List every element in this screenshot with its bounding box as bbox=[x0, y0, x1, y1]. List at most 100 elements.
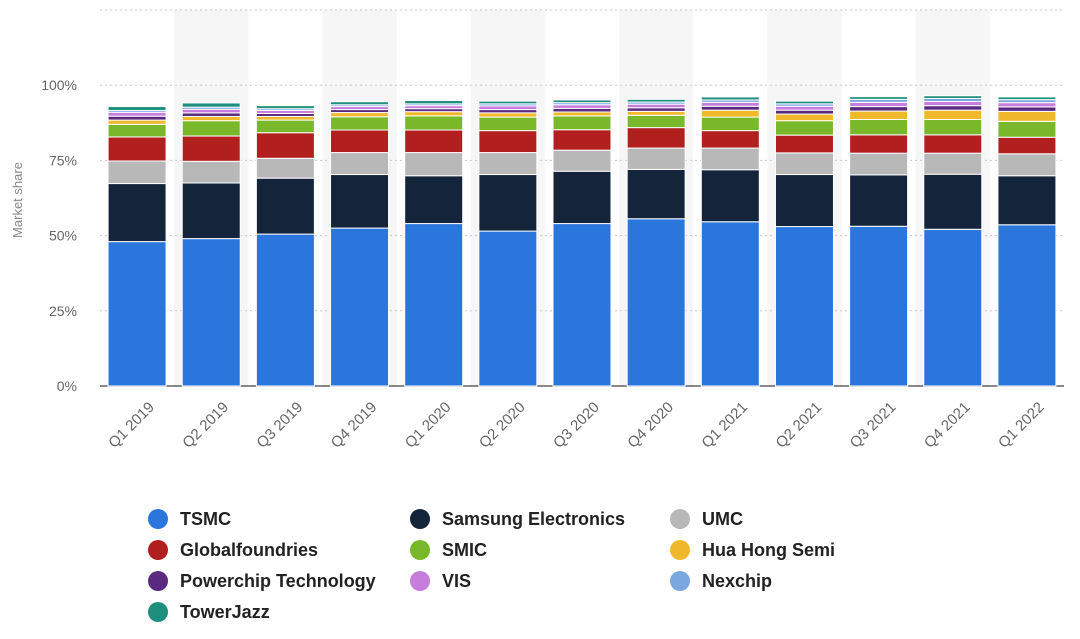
bar-segment[interactable] bbox=[849, 96, 909, 100]
bar-segment[interactable] bbox=[181, 112, 241, 117]
bar-segment[interactable] bbox=[255, 177, 315, 235]
bar-segment[interactable] bbox=[107, 111, 167, 117]
bar-segment[interactable] bbox=[923, 109, 983, 120]
bar-segment[interactable] bbox=[923, 173, 983, 230]
legend-item[interactable]: TowerJazz bbox=[148, 599, 270, 625]
bar-segment[interactable] bbox=[478, 174, 538, 232]
bar-segment[interactable] bbox=[923, 100, 983, 107]
bar-segment[interactable] bbox=[700, 147, 760, 171]
bar-segment[interactable] bbox=[478, 116, 538, 132]
bar-segment[interactable] bbox=[552, 223, 612, 387]
bar-segment[interactable] bbox=[330, 174, 390, 229]
bar-segment[interactable] bbox=[404, 115, 464, 131]
bar-segment[interactable] bbox=[181, 102, 241, 108]
bar-segment[interactable] bbox=[181, 160, 241, 184]
bar-segment[interactable] bbox=[997, 120, 1057, 138]
bar-segment[interactable] bbox=[774, 152, 834, 176]
bar-segment[interactable] bbox=[107, 241, 167, 387]
bar-segment[interactable] bbox=[849, 134, 909, 154]
bar-segment[interactable] bbox=[774, 105, 834, 111]
bar-segment[interactable] bbox=[700, 221, 760, 387]
bar-segment[interactable] bbox=[255, 119, 315, 134]
bar-segment[interactable] bbox=[626, 98, 686, 103]
bar-segment[interactable] bbox=[181, 182, 241, 240]
bar-segment[interactable] bbox=[626, 103, 686, 109]
legend-item[interactable]: Globalfoundries bbox=[148, 537, 318, 563]
bar-segment[interactable] bbox=[700, 109, 760, 118]
bar-segment[interactable] bbox=[700, 116, 760, 132]
bar-segment[interactable] bbox=[774, 226, 834, 387]
bar-segment[interactable] bbox=[700, 130, 760, 149]
bar-segment[interactable] bbox=[181, 135, 241, 162]
bar-segment[interactable] bbox=[849, 174, 909, 227]
bar-segment[interactable] bbox=[552, 149, 612, 172]
bar-segment[interactable] bbox=[923, 152, 983, 175]
bar-segment[interactable] bbox=[774, 120, 834, 136]
bar-segment[interactable] bbox=[774, 134, 834, 154]
bar-segment[interactable] bbox=[255, 115, 315, 121]
legend-item[interactable]: TSMC bbox=[148, 506, 231, 532]
bar-segment[interactable] bbox=[404, 129, 464, 154]
bar-segment[interactable] bbox=[255, 233, 315, 387]
bar-segment[interactable] bbox=[107, 183, 167, 243]
bar-segment[interactable] bbox=[997, 224, 1057, 387]
bar-segment[interactable] bbox=[923, 105, 983, 111]
bar-segment[interactable] bbox=[849, 118, 909, 136]
bar-segment[interactable] bbox=[478, 100, 538, 105]
bar-segment[interactable] bbox=[923, 95, 983, 99]
bar-segment[interactable] bbox=[107, 160, 167, 185]
bar-segment[interactable] bbox=[330, 112, 390, 118]
bar-segment[interactable] bbox=[255, 132, 315, 159]
bar-segment[interactable] bbox=[552, 104, 612, 109]
bar-segment[interactable] bbox=[997, 96, 1057, 101]
bar-segment[interactable] bbox=[626, 127, 686, 149]
legend-item[interactable]: Powerchip Technology bbox=[148, 568, 376, 594]
bar-segment[interactable] bbox=[404, 223, 464, 387]
bar-segment[interactable] bbox=[404, 100, 464, 105]
bar-segment[interactable] bbox=[923, 134, 983, 154]
bar-segment[interactable] bbox=[181, 115, 241, 122]
bar-segment[interactable] bbox=[849, 110, 909, 120]
bar-segment[interactable] bbox=[107, 136, 167, 162]
bar-segment[interactable] bbox=[107, 123, 167, 138]
bar-segment[interactable] bbox=[626, 147, 686, 170]
bar-segment[interactable] bbox=[997, 175, 1057, 226]
bar-segment[interactable] bbox=[997, 153, 1057, 177]
bar-segment[interactable] bbox=[330, 101, 390, 106]
bar-segment[interactable] bbox=[997, 106, 1057, 112]
bar-segment[interactable] bbox=[626, 114, 686, 129]
legend-item[interactable]: Samsung Electronics bbox=[410, 506, 625, 532]
bar-segment[interactable] bbox=[626, 168, 686, 220]
bar-segment[interactable] bbox=[404, 152, 464, 177]
bar-segment[interactable] bbox=[923, 228, 983, 387]
bar-segment[interactable] bbox=[774, 113, 834, 122]
bar-segment[interactable] bbox=[255, 157, 315, 179]
legend-item[interactable]: UMC bbox=[670, 506, 743, 532]
bar-segment[interactable] bbox=[552, 129, 612, 151]
bar-segment[interactable] bbox=[552, 99, 612, 104]
bar-segment[interactable] bbox=[774, 100, 834, 105]
bar-segment[interactable] bbox=[700, 96, 760, 101]
legend-item[interactable]: Nexchip bbox=[670, 568, 772, 594]
bar-segment[interactable] bbox=[849, 106, 909, 112]
bar-segment[interactable] bbox=[181, 108, 241, 114]
bar-segment[interactable] bbox=[552, 115, 612, 131]
bar-segment[interactable] bbox=[774, 109, 834, 115]
bar-segment[interactable] bbox=[700, 105, 760, 111]
bar-segment[interactable] bbox=[997, 110, 1057, 122]
bar-segment[interactable] bbox=[404, 111, 464, 117]
bar-segment[interactable] bbox=[107, 106, 167, 111]
bar-segment[interactable] bbox=[181, 238, 241, 387]
bar-segment[interactable] bbox=[330, 227, 390, 387]
bar-segment[interactable] bbox=[849, 225, 909, 387]
bar-segment[interactable] bbox=[478, 152, 538, 176]
legend-item[interactable]: VIS bbox=[410, 568, 471, 594]
bar-segment[interactable] bbox=[478, 230, 538, 387]
bar-segment[interactable] bbox=[626, 110, 686, 116]
bar-segment[interactable] bbox=[997, 102, 1057, 108]
bar-segment[interactable] bbox=[552, 170, 612, 225]
legend-item[interactable]: SMIC bbox=[410, 537, 487, 563]
bar-segment[interactable] bbox=[404, 175, 464, 225]
bar-segment[interactable] bbox=[700, 169, 760, 223]
bar-segment[interactable] bbox=[552, 111, 612, 117]
